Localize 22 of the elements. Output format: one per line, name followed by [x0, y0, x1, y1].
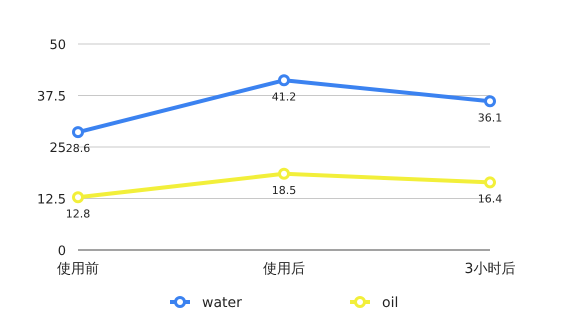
legend-label: water — [202, 295, 242, 311]
x-tick-label: 使用后 — [263, 261, 305, 277]
data-label: 36.1 — [478, 111, 502, 124]
point — [484, 176, 496, 188]
x-tick-label: 3小时后 — [464, 261, 516, 277]
point — [484, 95, 496, 108]
y-tick-label: 50 — [49, 38, 66, 53]
point — [72, 126, 84, 138]
data-label: 16.4 — [478, 192, 502, 206]
y-tick-label: 37.5 — [37, 90, 66, 104]
point — [72, 191, 84, 204]
y-tick-label: 12.5 — [37, 192, 66, 208]
point — [278, 74, 290, 86]
y-tick-label: 25 — [49, 141, 66, 156]
legend-label: oil — [382, 295, 398, 311]
x-tick-label: 使用前 — [57, 261, 99, 277]
point — [278, 168, 290, 180]
data-label: 28.6 — [66, 142, 90, 156]
data-label: 18.5 — [272, 184, 296, 197]
data-label: 41.2 — [272, 90, 296, 104]
y-tick-label: 0 — [58, 244, 66, 259]
data-label: 12.8 — [66, 207, 90, 220]
